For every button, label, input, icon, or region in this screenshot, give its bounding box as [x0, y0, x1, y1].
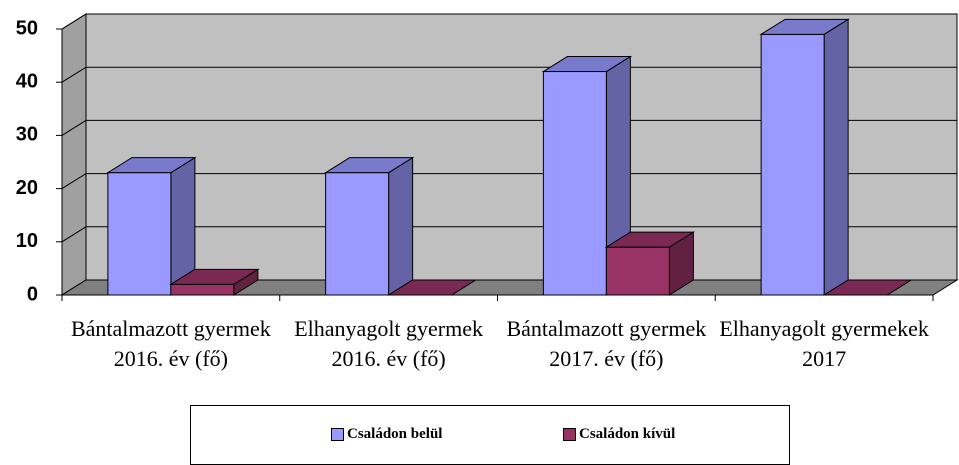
- bar: [169, 268, 260, 296]
- y-tick-label: 10: [16, 230, 38, 252]
- bar-top: [822, 279, 913, 296]
- bar-front: [760, 33, 825, 296]
- x-tick-label: Elhanyagolt gyermek 2016. év (fő): [294, 316, 484, 371]
- bar-side: [823, 18, 849, 296]
- bar-top: [386, 279, 478, 296]
- bar-top: [759, 18, 850, 35]
- bar-front: [325, 172, 390, 296]
- bar-front: [107, 172, 172, 296]
- side-wall: [61, 13, 87, 296]
- bar: [759, 18, 850, 296]
- legend-label: Családon kívül: [579, 426, 676, 442]
- bar-top: [541, 56, 633, 73]
- y-tick-label: 0: [27, 283, 38, 305]
- bar: [822, 279, 913, 296]
- grid-line: [61, 66, 957, 83]
- bar-top: [169, 268, 260, 285]
- bar-top: [604, 231, 696, 248]
- bar: [604, 231, 696, 296]
- plot: 0 10 20 30 40 50: [16, 13, 959, 305]
- y-tick-label: 40: [16, 70, 38, 92]
- grid-line: [61, 13, 957, 30]
- legend-item: Családon belül: [331, 426, 442, 443]
- x-tick-label: Bántalmazott gyermek 2016. év (fő): [70, 316, 271, 371]
- legend-swatch: [563, 428, 576, 441]
- bar-front: [542, 71, 607, 296]
- bar-front: [605, 246, 670, 296]
- y-tick-label: 50: [16, 17, 38, 39]
- x-tick-label: Bántalmazott gyermek 2017. év (fő): [506, 316, 707, 371]
- bar-side: [388, 156, 414, 296]
- bar-top: [106, 157, 197, 174]
- bar: [106, 156, 197, 296]
- legend: Családon belül Családon kívül: [190, 405, 790, 465]
- bar-top: [323, 157, 415, 174]
- legend-item: Családon kívül: [563, 426, 675, 443]
- bar: [386, 279, 478, 296]
- y-tick-label: 20: [16, 177, 38, 199]
- chart: 0 10 20 30 40 50 Családon belül Családon kívül…: [16, 13, 959, 465]
- x-tick-label: Elhanyagolt gyermekek 2017: [719, 316, 929, 371]
- legend-swatch: [331, 428, 344, 441]
- y-tick-label: 30: [16, 124, 38, 146]
- bar: [323, 156, 415, 296]
- legend-label: Családon belül: [347, 426, 443, 442]
- bar-front: [170, 283, 235, 296]
- grid-line: [61, 226, 957, 243]
- grid-line: [61, 173, 957, 190]
- grid-line: [61, 119, 957, 136]
